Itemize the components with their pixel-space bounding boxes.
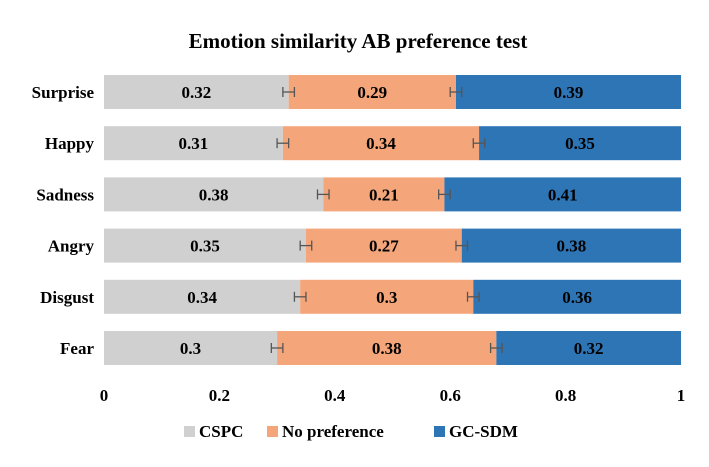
bar-no-preference-angry (305, 228, 462, 263)
error-bar-angry-2 (455, 240, 469, 251)
bar-cspc-disgust (104, 279, 301, 314)
bar-gc-sdm-fear (496, 331, 681, 365)
data-label-no-preference-happy: 0.34 (366, 134, 396, 153)
error-bar-happy-2 (472, 138, 486, 149)
data-label-no-preference-disgust: 0.3 (376, 288, 397, 307)
error-bar-sadness-2 (438, 189, 451, 200)
data-label-gc-sdm-surprise: 0.39 (554, 83, 584, 102)
bar-gc-sdm-angry (461, 228, 681, 263)
bar-gc-sdm-happy (479, 126, 681, 161)
error-bar-angry-1 (299, 240, 313, 251)
data-label-no-preference-surprise: 0.29 (357, 83, 387, 102)
bar-cspc-fear (104, 331, 278, 365)
legend-item-gc-sdm: GC-SDM (434, 422, 518, 441)
bar-no-preference-surprise (288, 75, 456, 109)
error-bar-sadness-1 (316, 189, 330, 200)
bar-gc-sdm-disgust (473, 279, 681, 314)
category-label-surprise: Surprise (32, 83, 95, 102)
error-bar-disgust-1 (293, 291, 307, 302)
legend-swatch (184, 426, 195, 437)
bar-gc-sdm-surprise (455, 75, 681, 109)
data-label-cspc-sadness: 0.38 (199, 185, 229, 204)
data-label-gc-sdm-fear: 0.32 (574, 339, 604, 358)
data-label-gc-sdm-happy: 0.35 (565, 134, 595, 153)
category-label-happy: Happy (45, 134, 95, 153)
bar-no-preference-fear (277, 331, 497, 365)
category-labels: Surprise Happy Sadness Angry Disgust Fear (32, 83, 95, 358)
data-label-no-preference-sadness: 0.21 (369, 185, 399, 204)
data-label-no-preference-angry: 0.27 (369, 237, 399, 256)
data-label-no-preference-fear: 0.38 (372, 339, 402, 358)
legend-item-no-preference: No preference (267, 422, 384, 441)
category-label-fear: Fear (60, 339, 94, 358)
data-label-cspc-disgust: 0.34 (187, 288, 217, 307)
category-label-angry: Angry (48, 237, 95, 256)
data-label-gc-sdm-disgust: 0.36 (562, 288, 592, 307)
bar-no-preference-happy (282, 126, 480, 161)
data-label-cspc-happy: 0.31 (179, 134, 209, 153)
data-label-gc-sdm-sadness: 0.41 (548, 185, 578, 204)
x-axis-ticks: 0 0.2 0.4 0.6 0.8 1 (100, 386, 686, 405)
data-label-gc-sdm-angry: 0.38 (556, 237, 586, 256)
legend-label: GC-SDM (449, 422, 518, 441)
x-tick-label-0: 0 (100, 386, 109, 405)
error-bar-surprise-1 (282, 87, 296, 97)
error-bars-group (270, 87, 503, 353)
error-bar-happy-1 (276, 138, 290, 149)
legend-item-cspc: CSPC (184, 422, 243, 441)
data-label-cspc-fear: 0.3 (180, 339, 201, 358)
data-label-cspc-surprise: 0.32 (181, 83, 211, 102)
error-bar-disgust-2 (466, 291, 480, 302)
legend-swatch (434, 426, 445, 437)
bar-cspc-surprise (104, 75, 289, 109)
bar-cspc-angry (104, 228, 306, 263)
data-label-cspc-angry: 0.35 (190, 237, 220, 256)
category-label-disgust: Disgust (40, 288, 94, 307)
chart-title: Emotion similarity AB preference test (189, 29, 528, 53)
bar-no-preference-disgust (300, 279, 474, 314)
bar-cspc-happy (104, 126, 283, 161)
bar-cspc-sadness (104, 177, 324, 212)
legend-swatch (267, 426, 278, 437)
bar-gc-sdm-sadness (444, 177, 681, 212)
category-label-sadness: Sadness (36, 185, 94, 204)
legend-label: No preference (282, 422, 384, 441)
error-bar-fear-1 (270, 343, 284, 353)
legend: CSPC No preference GC-SDM (184, 422, 518, 441)
bars-group: 0.32 0.29 0.39 0.31 0.34 0.35 0.38 0.21 0.41 0.35… (104, 75, 681, 365)
error-bar-surprise-2 (449, 87, 463, 97)
x-tick-label-1: 0.2 (209, 386, 230, 405)
legend-label: CSPC (199, 422, 243, 441)
x-tick-label-4: 0.8 (555, 386, 576, 405)
x-tick-label-5: 1 (677, 386, 686, 405)
x-tick-label-3: 0.6 (440, 386, 461, 405)
bar-no-preference-sadness (323, 177, 445, 212)
error-bar-fear-2 (489, 343, 503, 353)
x-tick-label-2: 0.4 (324, 386, 346, 405)
